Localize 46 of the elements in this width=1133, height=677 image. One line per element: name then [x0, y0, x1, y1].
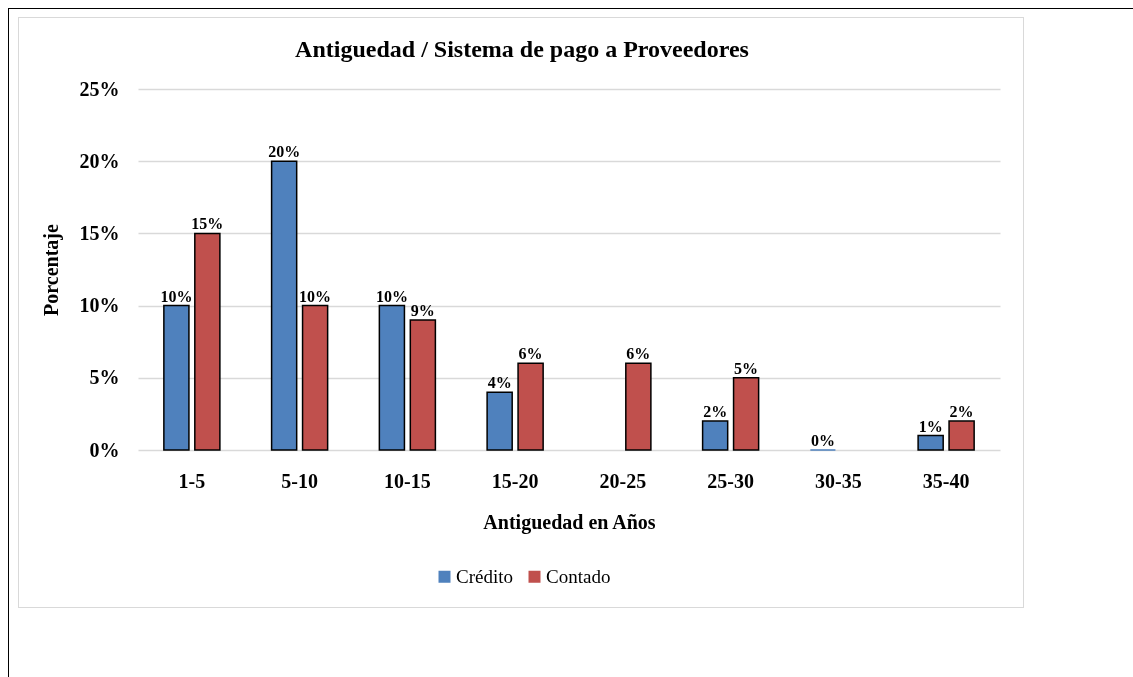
- y-axis-title: Porcentaje: [39, 223, 63, 316]
- data-label: 10%: [375, 287, 408, 305]
- bar: [625, 362, 652, 451]
- bar: [948, 420, 975, 451]
- data-label: 2%: [949, 403, 974, 421]
- bar: [409, 319, 437, 451]
- x-tick-label: 30-35: [815, 469, 862, 492]
- x-tick-label: 10-15: [384, 469, 431, 492]
- y-tick-label: 0%: [89, 438, 120, 461]
- data-label: 20%: [268, 143, 301, 161]
- y-tick-label: 15%: [79, 221, 120, 244]
- data-label: 0%: [810, 432, 835, 449]
- bar: [701, 420, 729, 451]
- legend-label: Contado: [546, 565, 611, 587]
- chart-title: Antiguedad / Sistema de pago a Proveedores: [295, 36, 749, 62]
- legend-label: Crédito: [456, 565, 513, 587]
- bar: [732, 377, 760, 451]
- y-tick-label: 5%: [89, 366, 120, 389]
- data-label: 10%: [299, 287, 332, 305]
- bar: [194, 232, 221, 451]
- y-tick-label: 25%: [79, 77, 120, 100]
- x-tick-label: 25-30: [707, 469, 754, 492]
- y-tick-label: 10%: [79, 294, 120, 317]
- bar: [486, 391, 513, 451]
- bar: [163, 304, 190, 451]
- data-label: 9%: [410, 302, 435, 320]
- bar: [517, 362, 544, 451]
- data-label: 15%: [191, 215, 224, 233]
- data-label: 5%: [734, 359, 759, 377]
- data-label: 6%: [626, 345, 651, 363]
- bar: [301, 304, 329, 451]
- x-tick-label: 20-25: [599, 469, 647, 492]
- x-tick-label: 35-40: [922, 469, 970, 492]
- x-axis-title: Antiguedad en Años: [483, 510, 656, 534]
- x-tick-label: 15-20: [491, 469, 539, 492]
- y-tick-label: 20%: [79, 149, 120, 172]
- data-label: 6%: [518, 345, 543, 363]
- x-tick-label: 5-10: [281, 469, 318, 492]
- data-label: 2%: [703, 403, 728, 421]
- bar: [270, 160, 298, 451]
- x-tick-label: 1-5: [178, 469, 206, 492]
- bar: [378, 304, 406, 451]
- data-label: 10%: [160, 287, 193, 305]
- data-label: 1%: [918, 417, 943, 435]
- bar: [917, 434, 944, 451]
- data-label: 4%: [487, 374, 512, 392]
